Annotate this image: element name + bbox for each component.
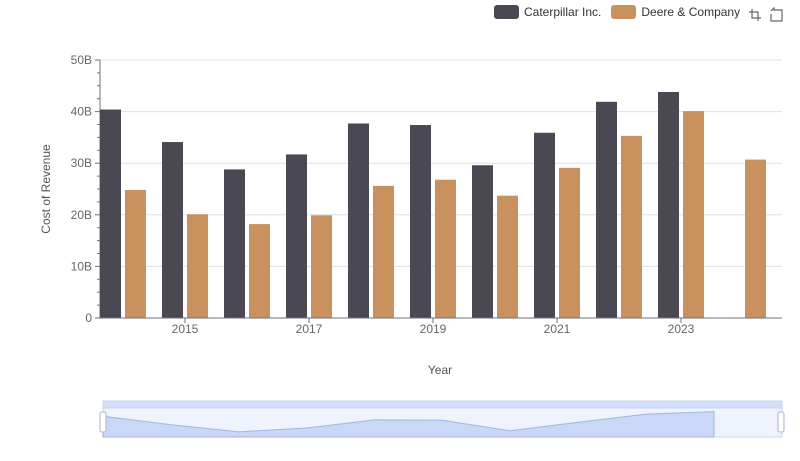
legend-label-caterpillar: Caterpillar Inc.	[524, 5, 602, 19]
legend-item-caterpillar[interactable]: Caterpillar Inc.	[494, 5, 601, 19]
x-tick-label: 2019	[420, 322, 447, 336]
bar-caterpillar-2016	[224, 169, 245, 318]
bar-caterpillar-2023	[658, 91, 679, 318]
legend-item-deere[interactable]: Deere & Company	[611, 5, 740, 19]
x-tick-label: 2017	[296, 322, 323, 336]
bars	[100, 91, 766, 319]
y-tick-label: 10B	[71, 259, 92, 273]
bar-deere-2023	[683, 111, 704, 318]
y-tick-label: 50B	[71, 53, 92, 67]
bar-deere-2018	[373, 185, 394, 318]
bar-caterpillar-2022	[596, 101, 617, 319]
legend-swatch-caterpillar	[494, 5, 519, 19]
bar-caterpillar-2015	[162, 142, 183, 318]
bar-caterpillar-2017	[286, 154, 307, 318]
y-tick-label: 40B	[71, 105, 92, 119]
restore-icon[interactable]	[767, 6, 785, 24]
bar-caterpillar-2021	[534, 132, 555, 318]
y-tick-label: 0	[85, 311, 92, 325]
bar-deere-2024	[745, 159, 766, 318]
legend-label-deere: Deere & Company	[641, 5, 741, 19]
x-tick-label: 2015	[172, 322, 199, 336]
bar-deere-2019	[435, 179, 456, 318]
bar-deere-2022	[621, 135, 642, 318]
y-tick-label: 30B	[71, 156, 92, 170]
slider-handle-left	[99, 411, 107, 433]
bar-deere-2016	[249, 224, 270, 318]
x-tick-label: 2021	[544, 322, 571, 336]
legend: Caterpillar Inc. Deere & Company	[494, 4, 750, 20]
bar-deere-2017	[311, 215, 332, 318]
bar-deere-2014	[125, 190, 146, 318]
x-axis-title: Year	[428, 363, 452, 377]
bar-caterpillar-2019	[410, 125, 431, 319]
bar-caterpillar-2020	[472, 165, 493, 318]
y-tick-label: 20B	[71, 208, 92, 222]
chart-toolbar	[746, 6, 788, 24]
slider-preview-area	[102, 411, 715, 438]
slider-handle-right	[777, 411, 785, 433]
y-axis-title: Cost of Revenue	[39, 144, 53, 234]
bar-caterpillar-2018	[348, 123, 369, 318]
x-axis: 2015 2017 2019 2021 2023	[100, 317, 782, 336]
zoom-icon[interactable]	[746, 6, 764, 24]
legend-swatch-deere	[611, 5, 637, 19]
bar-deere-2015	[187, 214, 208, 318]
data-zoom-slider[interactable]	[99, 400, 785, 438]
bar-deere-2021	[559, 167, 580, 318]
slider-top-bar	[102, 400, 783, 409]
y-axis: 0 10B 20B 30B 40B 50B	[71, 53, 101, 325]
bar-caterpillar-2014	[100, 109, 121, 318]
bar-deere-2020	[497, 195, 518, 318]
x-tick-label: 2023	[668, 322, 695, 336]
